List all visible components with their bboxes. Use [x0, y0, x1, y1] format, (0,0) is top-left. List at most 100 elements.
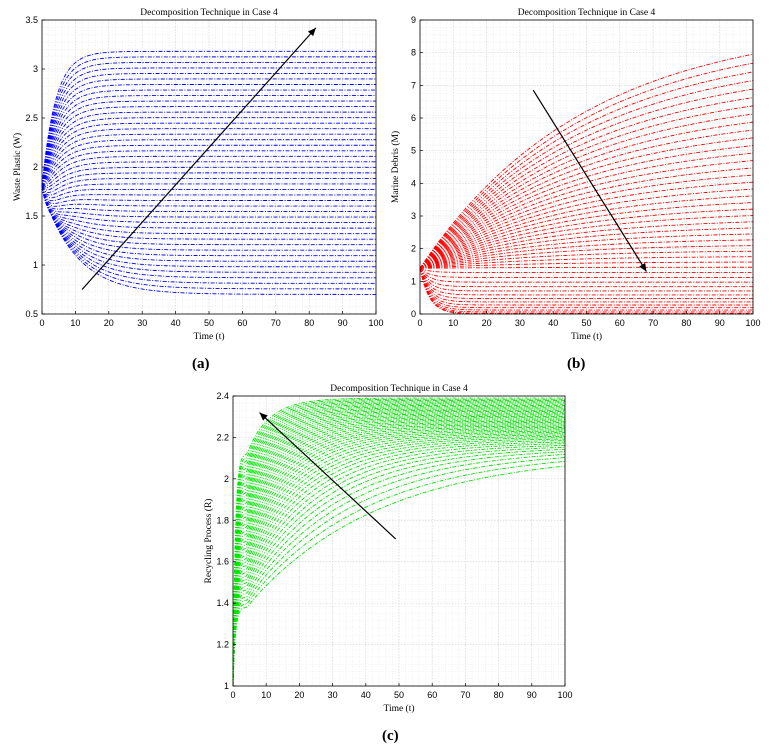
trend-arrow-shaft	[259, 412, 397, 540]
x-tick-label: 0	[417, 318, 422, 328]
series-line	[41, 186, 376, 290]
x-tick-label: 30	[515, 318, 525, 328]
series-line	[419, 268, 753, 292]
x-tick-label: 90	[715, 318, 725, 328]
y-tick-label: 3.5	[25, 15, 38, 25]
y-axis-label: Marine Debris (M)	[390, 131, 401, 203]
y-axis-label: Waste Plastic (W)	[12, 133, 23, 201]
x-axis-label: Time (t)	[193, 331, 224, 342]
series-line	[419, 181, 754, 269]
series-line	[419, 268, 753, 309]
series-line	[232, 451, 566, 686]
series-line	[41, 183, 376, 196]
series-line	[419, 256, 754, 269]
caption-c: (c)	[382, 728, 399, 744]
series-line	[232, 411, 565, 686]
series-line	[419, 239, 754, 269]
series-line	[232, 418, 565, 686]
y-tick-label: 2	[224, 474, 229, 484]
series-line	[232, 408, 565, 686]
series-line	[232, 420, 565, 686]
x-tick-label: 10	[70, 318, 80, 328]
series-line	[232, 406, 565, 686]
series-line	[232, 422, 565, 686]
series-line	[419, 195, 754, 269]
series-line	[419, 174, 754, 269]
series-line	[232, 417, 565, 686]
series-line	[41, 186, 376, 235]
x-tick-label: 70	[460, 690, 470, 700]
x-tick-label: 20	[104, 318, 114, 328]
series-line	[419, 202, 754, 269]
series-line	[232, 419, 565, 686]
series-line	[41, 139, 376, 187]
y-tick-label: 1.2	[216, 640, 229, 650]
series-line	[41, 100, 376, 187]
series-line	[419, 113, 754, 269]
series-line	[41, 84, 376, 187]
series-line	[419, 62, 754, 269]
series-line	[41, 186, 376, 251]
series-line	[41, 150, 376, 187]
series-line	[232, 427, 565, 686]
y-tick-label: 5	[411, 146, 416, 156]
y-tick-label: 7	[411, 80, 416, 90]
series-line	[41, 133, 376, 187]
x-tick-label: 50	[204, 318, 214, 328]
series-line	[41, 186, 376, 204]
series-line	[41, 56, 376, 187]
series-line	[41, 177, 376, 193]
y-tick-label: 4	[411, 178, 416, 188]
series-group	[419, 53, 754, 315]
trend-arrow-shaft	[532, 89, 647, 272]
series-line	[41, 186, 376, 202]
series-line	[232, 400, 565, 686]
series-line	[232, 460, 566, 686]
series-line	[41, 186, 376, 229]
chart-title: Decomposition Technique in Case 4	[330, 384, 468, 394]
y-tick-label: 9	[411, 15, 416, 25]
y-tick-label: 6	[411, 113, 416, 123]
x-tick-label: 70	[271, 318, 281, 328]
x-tick-label: 80	[494, 690, 504, 700]
series-line	[419, 221, 754, 269]
series-line	[419, 208, 754, 269]
series-line	[41, 122, 376, 187]
series-line	[232, 438, 566, 686]
series-line	[419, 160, 754, 269]
series-line	[41, 186, 376, 257]
x-tick-label: 80	[304, 318, 314, 328]
series-line	[232, 446, 566, 686]
x-tick-label: 50	[581, 318, 591, 328]
series-line	[41, 186, 376, 207]
series-line	[419, 266, 753, 269]
series-line	[232, 444, 566, 686]
series-line	[419, 268, 753, 313]
series-line	[232, 402, 565, 686]
series-line	[419, 71, 754, 269]
x-tick-label: 20	[294, 690, 304, 700]
x-tick-label: 90	[338, 318, 348, 328]
series-line	[41, 186, 376, 218]
series-line	[232, 433, 566, 686]
series-line	[419, 167, 754, 269]
series-line	[41, 161, 376, 188]
y-tick-label: 1	[33, 260, 38, 270]
series-line	[232, 437, 566, 686]
y-tick-label: 2.2	[216, 432, 229, 442]
series-line	[419, 53, 754, 269]
y-tick-label: 0	[411, 309, 416, 319]
caption-a: (a)	[192, 356, 210, 372]
series-line	[41, 186, 377, 295]
series-line	[419, 268, 753, 283]
x-tick-label: 30	[137, 318, 147, 328]
series-line	[41, 186, 376, 284]
series-line	[419, 268, 753, 288]
panel-b-chart: 0 10 20 30 40 50 60 70 80 90 100 0 1 2 3 4 5 6 7 8 9 Decompos…	[390, 8, 761, 342]
series-line	[232, 415, 565, 686]
series-line	[41, 117, 376, 187]
series-line	[419, 137, 754, 269]
series-line	[232, 401, 565, 686]
x-tick-label: 30	[328, 690, 338, 700]
